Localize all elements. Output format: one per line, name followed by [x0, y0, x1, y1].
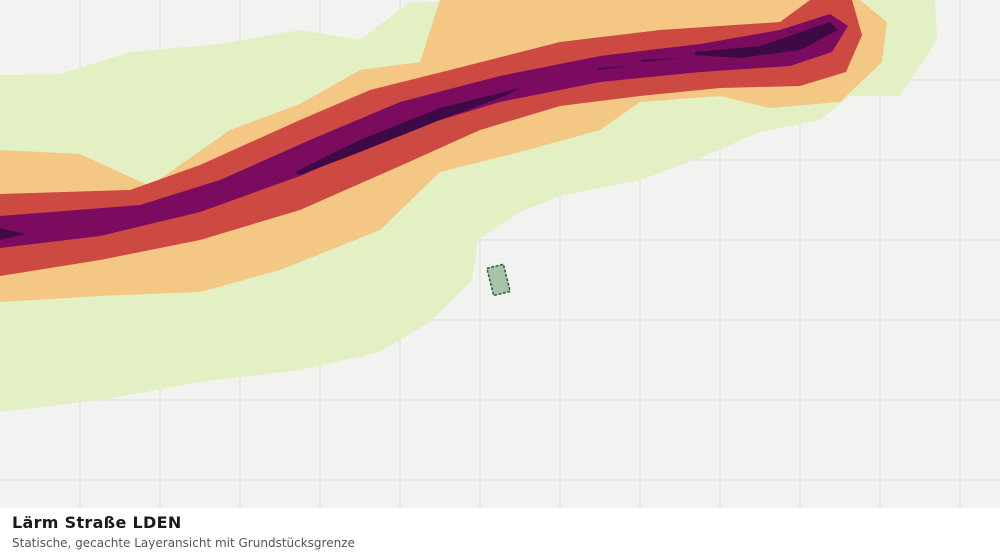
- noise-band-very-high: [0, 14, 848, 248]
- noise-band-low: [0, 0, 937, 412]
- map-title: Lärm Straße LDEN: [12, 513, 182, 532]
- map-subtitle: Statische, gecachte Layeransicht mit Gru…: [12, 536, 355, 550]
- parcel-boundary: [485, 263, 512, 297]
- map: [0, 0, 1000, 508]
- noise-band-extreme: [0, 22, 838, 240]
